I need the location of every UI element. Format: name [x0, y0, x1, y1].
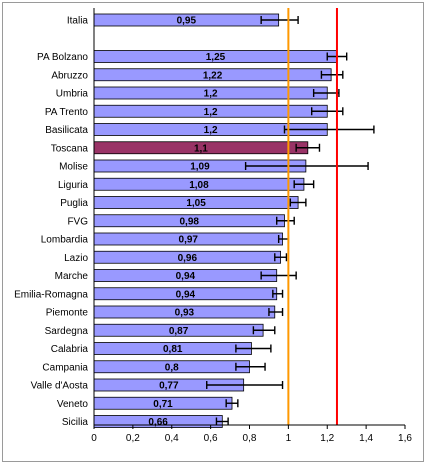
- value-label-campania: 0,8: [165, 362, 179, 373]
- value-label-pa-bolzano: 1,25: [206, 52, 226, 63]
- category-label-emilia-romagna: Emilia-Romagna: [14, 289, 88, 300]
- value-label-calabria: 0,81: [163, 344, 183, 355]
- category-label-lazio: Lazio: [64, 253, 88, 264]
- category-label-pa-trento: PA Trento: [45, 107, 89, 118]
- category-label-abruzzo: Abruzzo: [51, 70, 88, 81]
- category-label-toscana: Toscana: [51, 143, 89, 154]
- category-label-lombardia: Lombardia: [41, 235, 89, 246]
- category-label-fvg: FVG: [67, 216, 88, 227]
- value-label-veneto: 0,71: [153, 399, 173, 410]
- value-label-pa-trento: 1,2: [204, 107, 218, 118]
- x-tick-label-1: 0,2: [126, 433, 140, 444]
- category-label-italia: Italia: [67, 16, 89, 27]
- value-label-liguria: 1,08: [189, 180, 209, 191]
- value-label-molise: 1,09: [190, 162, 210, 173]
- x-tick-label-6: 1,2: [320, 433, 334, 444]
- value-label-fvg: 0,98: [180, 216, 200, 227]
- value-label-basilicata: 1,2: [204, 125, 218, 136]
- category-label-umbria: Umbria: [56, 89, 89, 100]
- category-label-calabria: Calabria: [51, 344, 89, 355]
- x-tick-label-3: 0,6: [204, 433, 218, 444]
- category-label-valle-d-aosta: Valle d'Aosta: [31, 381, 89, 392]
- value-label-sardegna: 0,87: [169, 326, 189, 337]
- category-label-puglia: Puglia: [60, 198, 88, 209]
- value-label-umbria: 1,2: [204, 89, 218, 100]
- value-label-lombardia: 0,97: [179, 235, 199, 246]
- x-tick-label-7: 1,4: [359, 433, 373, 444]
- value-label-puglia: 1,05: [186, 198, 206, 209]
- category-label-molise: Molise: [59, 162, 88, 173]
- x-tick-label-8: 1,6: [398, 433, 412, 444]
- x-tick-label-5: 1: [286, 433, 292, 444]
- category-label-veneto: Veneto: [57, 399, 89, 410]
- value-label-piemonte: 0,93: [175, 308, 195, 319]
- category-label-campania: Campania: [42, 362, 88, 373]
- category-label-liguria: Liguria: [58, 180, 88, 191]
- category-label-piemonte: Piemonte: [46, 308, 89, 319]
- category-label-basilicata: Basilicata: [45, 125, 88, 136]
- value-label-marche: 0,94: [176, 271, 196, 282]
- value-label-abruzzo: 1,22: [203, 70, 223, 81]
- category-label-pa-bolzano: PA Bolzano: [37, 52, 88, 63]
- value-label-emilia-romagna: 0,94: [176, 289, 196, 300]
- value-label-toscana: 1,1: [194, 143, 208, 154]
- value-label-sicilia: 0,66: [148, 417, 168, 428]
- value-label-italia: 0,95: [177, 16, 197, 27]
- value-label-valle-d-aosta: 0,77: [159, 381, 179, 392]
- x-tick-label-4: 0,8: [243, 433, 257, 444]
- category-label-sicilia: Sicilia: [62, 417, 89, 428]
- category-label-marche: Marche: [55, 271, 89, 282]
- x-tick-label-0: 0: [91, 433, 97, 444]
- x-tick-label-2: 0,4: [165, 433, 179, 444]
- category-label-sardegna: Sardegna: [45, 326, 89, 337]
- value-label-lazio: 0,96: [178, 253, 198, 264]
